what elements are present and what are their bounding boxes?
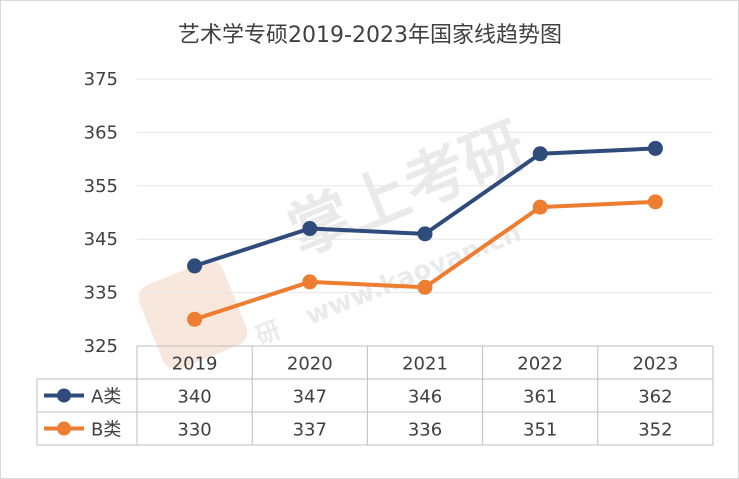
- data-point: [302, 221, 318, 237]
- watermark-logo-char: 研: [252, 316, 285, 351]
- table-value-cell: 337: [293, 420, 327, 441]
- table-value-cell: 340: [177, 387, 211, 408]
- legend-series-name: A类: [91, 387, 121, 408]
- legend-series-name: B类: [91, 420, 121, 441]
- y-tick-label: 375: [84, 69, 118, 90]
- y-tick-label: 355: [84, 176, 118, 197]
- table-value-cell: 347: [293, 387, 327, 408]
- data-point: [647, 140, 663, 156]
- data-point: [647, 194, 663, 210]
- y-axis-ticks: 325 335 345 355 365 375: [84, 69, 118, 357]
- series-lines: [187, 140, 663, 327]
- x-category-label: 2019: [172, 354, 218, 375]
- data-point: [532, 199, 548, 215]
- x-category-label: 2023: [632, 354, 678, 375]
- table-value-cell: 330: [177, 420, 211, 441]
- data-point: [187, 258, 203, 274]
- table-value-cell: 351: [523, 420, 557, 441]
- data-point: [417, 279, 433, 295]
- table-value-cell: 346: [408, 387, 442, 408]
- table-value-cell: 361: [523, 387, 557, 408]
- data-table: 2019 2020 2021 2022 2023 A类 340 347 346 361 362 B类 3…: [36, 345, 714, 446]
- y-tick-label: 325: [84, 336, 118, 357]
- y-tick-label: 365: [84, 122, 118, 143]
- table-value-cell: 336: [408, 420, 442, 441]
- data-point: [187, 311, 203, 327]
- x-category-label: 2022: [517, 354, 563, 375]
- x-category-label: 2021: [402, 354, 448, 375]
- table-value-cell: 352: [638, 420, 672, 441]
- data-point: [532, 146, 548, 162]
- y-tick-label: 345: [84, 229, 118, 250]
- x-category-label: 2020: [287, 354, 333, 375]
- legend-marker-key: [57, 388, 71, 403]
- table-value-cell: 362: [638, 387, 672, 408]
- y-tick-label: 335: [84, 283, 118, 304]
- chart-title: 艺术学专硕2019-2023年国家线趋势图: [178, 23, 562, 48]
- data-point: [302, 274, 318, 290]
- data-point: [417, 226, 433, 242]
- legend-marker-key: [57, 421, 71, 436]
- watermark: 研 掌上考研 www.kaoyan.cn: [138, 108, 536, 370]
